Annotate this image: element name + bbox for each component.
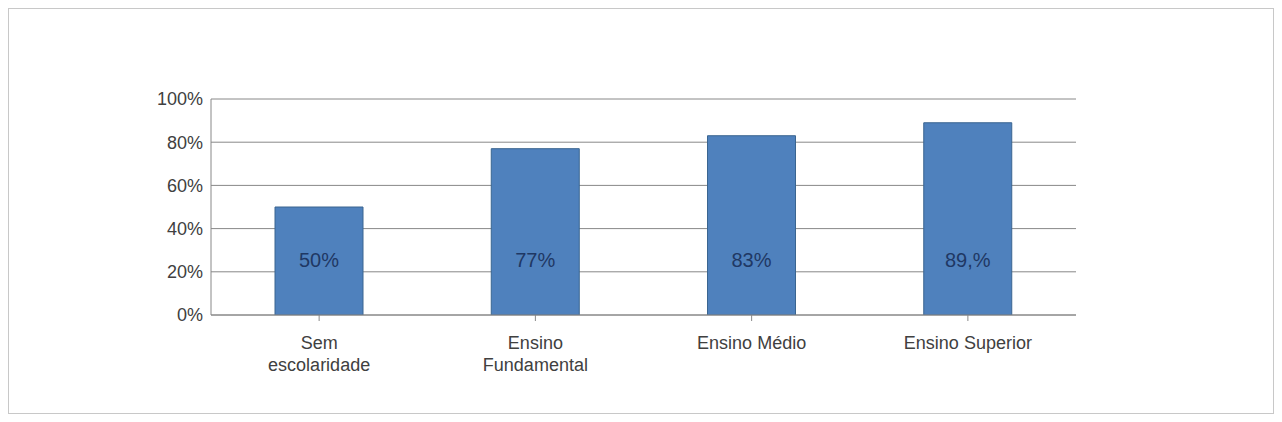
svg-text:20%: 20%	[167, 262, 203, 282]
svg-text:Ensino Superior: Ensino Superior	[904, 333, 1032, 353]
svg-text:60%: 60%	[167, 176, 203, 196]
svg-text:Ensino Médio: Ensino Médio	[697, 333, 806, 353]
svg-text:89,%: 89,%	[945, 249, 991, 271]
svg-text:Fundamental: Fundamental	[483, 355, 588, 375]
svg-text:80%: 80%	[167, 133, 203, 153]
svg-text:escolaridade: escolaridade	[268, 355, 370, 375]
svg-text:Sem: Sem	[301, 333, 338, 353]
svg-text:100%: 100%	[157, 89, 203, 109]
svg-text:40%: 40%	[167, 219, 203, 239]
svg-text:77%: 77%	[515, 249, 555, 271]
svg-text:83%: 83%	[731, 249, 771, 271]
svg-text:Ensino: Ensino	[508, 333, 563, 353]
svg-text:0%: 0%	[177, 305, 203, 325]
svg-text:50%: 50%	[299, 249, 339, 271]
